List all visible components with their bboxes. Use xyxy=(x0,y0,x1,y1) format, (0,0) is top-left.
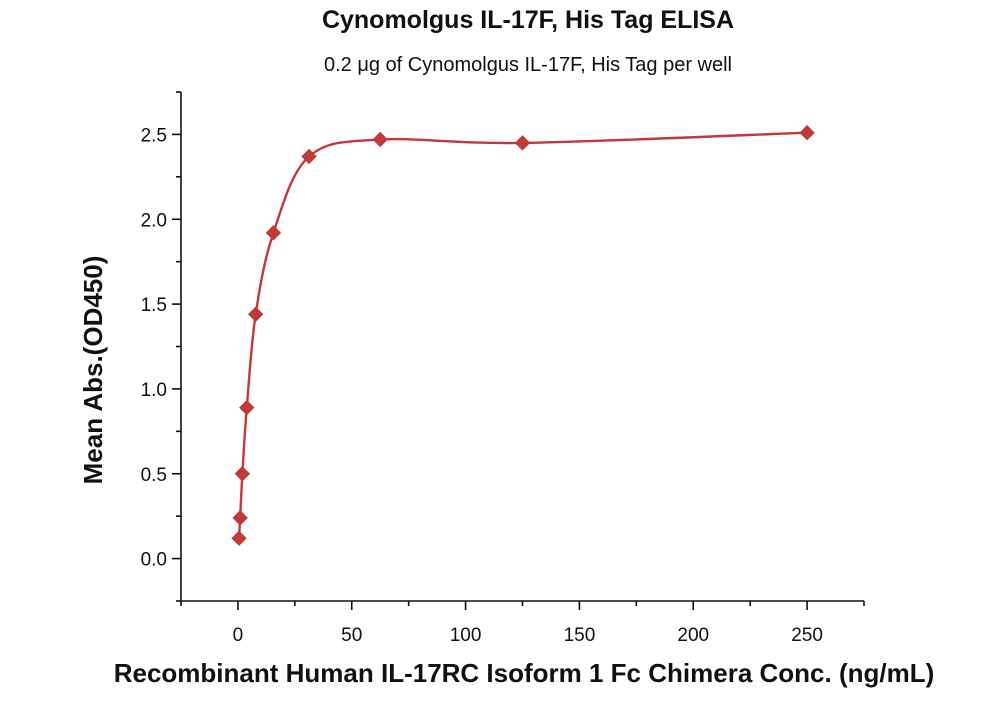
data-point-marker xyxy=(247,306,264,322)
y-axis-label: Mean Abs.(OD450) xyxy=(78,256,108,485)
data-point-marker xyxy=(514,135,531,151)
ticks xyxy=(172,91,865,610)
data-point-marker xyxy=(301,148,317,165)
x-tick-label: 150 xyxy=(564,625,596,646)
x-axis-label: Recombinant Human IL-17RC Isoform 1 Fc C… xyxy=(114,658,935,688)
y-tick-label: 2.0 xyxy=(141,210,167,231)
chart-title: Cynomolgus IL-17F, His Tag ELISA xyxy=(322,6,734,34)
chart-subtitle: 0.2 μg of Cynomolgus IL-17F, His Tag per… xyxy=(324,54,732,76)
data-point-marker xyxy=(265,225,282,241)
x-tick-label: 50 xyxy=(341,625,362,646)
y-tick-label: 0.5 xyxy=(141,465,167,486)
data-point-marker xyxy=(372,131,388,148)
x-tick-label: 250 xyxy=(791,625,823,646)
data-point-marker xyxy=(234,466,251,482)
y-tick-label: 1.0 xyxy=(141,380,167,401)
fit-curve xyxy=(237,131,809,540)
axes xyxy=(180,92,864,602)
y-tick-label: 1.5 xyxy=(141,295,167,316)
y-tick-label: 0.0 xyxy=(141,550,167,571)
x-tick-label: 100 xyxy=(450,625,482,646)
data-point-marker xyxy=(232,510,248,526)
x-tick-label: 0 xyxy=(233,625,244,646)
data-point-marker xyxy=(799,125,815,141)
data-point-marker xyxy=(239,399,255,416)
x-tick-label: 200 xyxy=(677,625,709,646)
tick-labels: 0.0 0.5 1.0 1.5 2.0 2.5 0 50 100 150 200 250 xyxy=(141,125,823,646)
y-tick-label: 2.5 xyxy=(141,125,167,146)
data-markers xyxy=(231,125,815,546)
data-point-marker xyxy=(231,530,247,546)
